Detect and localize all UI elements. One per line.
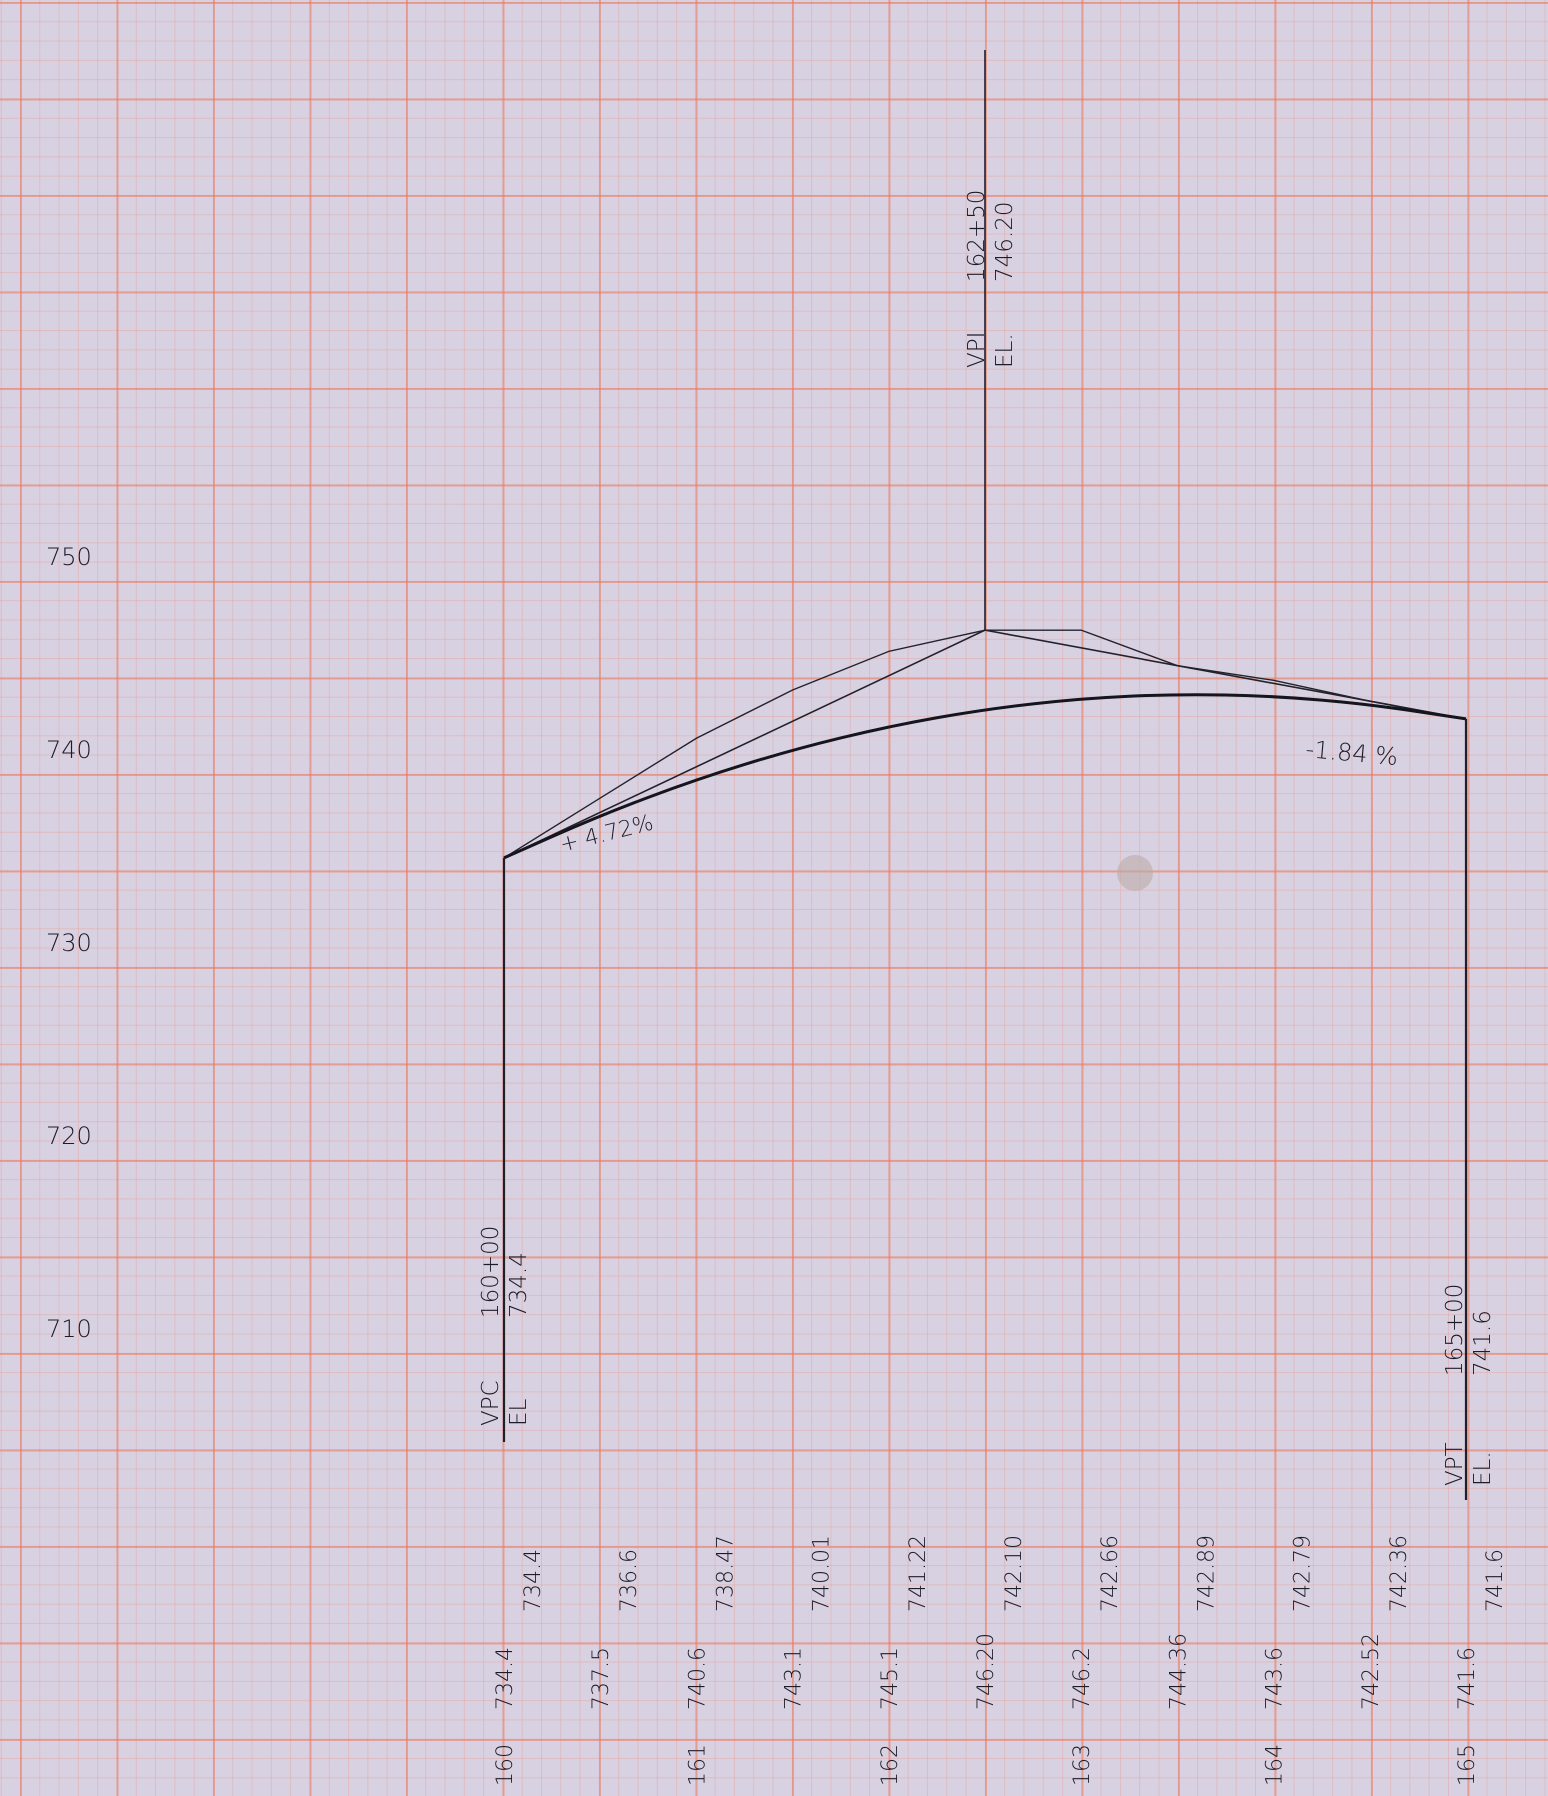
station-tick-label: 164 [1263,1744,1288,1786]
y-tick-label: 740 [46,736,92,764]
outgoing-grade-label: -1.84 % [1304,735,1399,771]
curve-elevation-label: 742.10 [1002,1535,1027,1612]
vpc-station: 160+00 [478,1226,504,1318]
y-tick-label: 750 [46,543,92,571]
station-tick-label: 162 [878,1744,903,1786]
station-labels: 160 161 162 163 164 165 [493,1744,1480,1786]
station-tick-label: 165 [1455,1744,1480,1786]
curve-path [503,693,1467,860]
tangent-elevation-label: 737.5 [589,1647,614,1710]
vpt-station: 165+00 [1442,1284,1468,1376]
curve-elevation-label: 742.36 [1387,1535,1412,1612]
vpc-label: VPC [478,1380,504,1426]
vpc-el-label: EL [506,1398,532,1426]
y-tick-label: 730 [46,929,92,957]
tangent-elevation-label: 746.20 [974,1633,999,1710]
vpt-elevation: 741.6 [1470,1310,1496,1376]
tangent-elevation-label: 743.6 [1263,1647,1288,1710]
curve-elevation-label: 736.6 [617,1549,642,1612]
vpc-elevation: 734.4 [506,1252,532,1318]
y-tick-label: 720 [46,1122,92,1150]
station-tick-label: 161 [685,1744,710,1786]
vpc-annotation: VPC 160+00 EL 734.4 [478,1226,532,1426]
tangent-elevation-label: 743.1 [782,1647,807,1710]
curve-elevation-label: 741.6 [1483,1549,1508,1612]
vpt-el-label: EL. [1470,1451,1496,1486]
incoming-grade-label: + 4.72% [557,811,656,858]
paper-stain [1117,855,1153,891]
tangent-elevation-label: 740.6 [685,1647,710,1710]
elevation-columns: 734.4 737.5 740.6 743.1 745.1 746.20 746.2 744.… [493,1535,1508,1710]
tangent-elevation-label: 746.2 [1070,1647,1095,1710]
curve-elevation-label: 742.89 [1194,1535,1219,1612]
station-verticals [502,50,1468,1500]
station-tick-label: 163 [1070,1744,1095,1786]
tangent-elevation-label: 744.36 [1166,1633,1191,1710]
tangent-elevation-label: 741.6 [1455,1647,1480,1710]
vpt-annotation: VPT 165+00 EL. 741.6 [1442,1284,1496,1486]
vpi-annotation: VPI 162+50 EL. 746.20 [964,190,1018,368]
vertical-curve-line [503,693,1467,860]
y-tick-label: 710 [46,1315,92,1343]
tangent-elevation-label: 734.4 [493,1647,518,1710]
curve-elevation-label: 734.4 [521,1549,546,1612]
station-tick-label: 160 [493,1744,518,1786]
vpt-label: VPT [1442,1442,1468,1486]
tangent-elevation-label: 745.1 [878,1647,903,1710]
curve-elevation-label: 741.22 [906,1535,931,1612]
curve-elevation-label: 742.79 [1291,1535,1316,1612]
vpi-station: 162+50 [964,190,990,282]
elevation-axis-labels: 710 720 730 740 750 [46,543,92,1343]
vpi-el-label: EL. [992,333,1018,368]
vpi-elevation: 746.20 [992,202,1018,282]
curve-elevation-label: 742.66 [1098,1535,1123,1612]
curve-elevation-label: 740.01 [810,1535,835,1612]
curve-elevation-label: 738.47 [713,1535,738,1612]
vpi-label: VPI [964,332,990,368]
tangent-elevation-label: 742.52 [1359,1633,1384,1710]
